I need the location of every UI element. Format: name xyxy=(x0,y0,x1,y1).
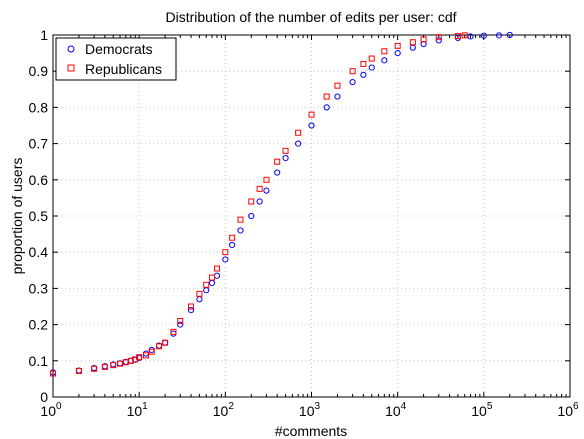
data-point-republicans xyxy=(170,328,177,335)
data-point-democrats xyxy=(282,154,289,162)
data-point-republicans xyxy=(409,39,416,46)
y-tick-labels: 0 0.1 0.2 0.3 0.4 0.5 0.6 0.7 0.8 0.9 1 xyxy=(29,27,49,405)
data-point-republicans xyxy=(349,68,356,75)
data-point-republicans xyxy=(435,34,442,41)
axis-ticks xyxy=(52,34,571,398)
y-tick-label: 0.1 xyxy=(29,353,49,369)
data-point-republicans xyxy=(295,129,302,136)
x-tick-label: 106 xyxy=(557,401,579,419)
data-point-democrats xyxy=(495,32,503,39)
data-point-republicans xyxy=(203,281,210,288)
data-point-republicans xyxy=(420,36,427,43)
x-tick-labels: 100 101 102 103 104 105 106 xyxy=(40,401,579,419)
data-point-republicans xyxy=(282,147,289,154)
y-tick-label: 0.4 xyxy=(29,244,49,260)
data-point-democrats xyxy=(334,93,341,100)
x-tick-label: 103 xyxy=(299,401,321,419)
data-point-democrats xyxy=(237,227,244,234)
data-point-democrats xyxy=(308,122,315,129)
legend-marker-democrats xyxy=(67,45,75,53)
data-point-republicans xyxy=(454,33,461,40)
data-point-democrats xyxy=(467,33,474,40)
data-point-republicans xyxy=(222,249,229,256)
data-point-democrats xyxy=(323,104,330,111)
x-axis-label: #comments xyxy=(275,423,347,439)
data-point-republicans xyxy=(381,48,388,55)
data-point-democrats xyxy=(256,198,263,205)
data-point-democrats xyxy=(349,78,356,86)
legend-label-democrats: Democrats xyxy=(85,41,153,57)
data-point-republicans xyxy=(323,93,330,100)
data-point-democrats xyxy=(360,71,367,78)
data-point-republicans xyxy=(50,370,56,377)
data-point-democrats xyxy=(368,64,375,71)
data-point-democrats xyxy=(435,37,442,44)
data-point-democrats xyxy=(222,256,229,263)
data-point-republicans xyxy=(248,198,255,205)
x-tick-label: 100 xyxy=(40,401,62,419)
data-point-republicans xyxy=(394,42,401,49)
y-tick-label: 0.2 xyxy=(29,317,49,333)
data-points xyxy=(49,31,513,377)
data-point-democrats xyxy=(177,321,184,328)
grid xyxy=(53,35,570,397)
y-tick-label: 1 xyxy=(40,27,48,43)
data-point-democrats xyxy=(187,307,195,314)
data-point-democrats xyxy=(274,169,281,176)
data-point-republicans xyxy=(274,158,281,165)
data-point-republicans xyxy=(263,176,270,183)
y-tick-label: 0.6 xyxy=(29,172,49,188)
y-tick-label: 0.7 xyxy=(29,136,49,152)
data-point-republicans xyxy=(136,354,143,361)
y-tick-label: 0.3 xyxy=(29,280,49,296)
x-tick-label: 102 xyxy=(213,401,235,419)
data-point-republicans xyxy=(110,362,117,369)
data-point-republicans xyxy=(162,339,169,346)
legend-box xyxy=(55,37,177,81)
data-point-republicans xyxy=(101,363,108,370)
y-tick-label: 0.9 xyxy=(29,63,49,79)
data-point-republicans xyxy=(256,185,263,192)
data-point-democrats xyxy=(381,57,388,64)
data-point-republicans xyxy=(188,303,195,310)
legend-marker-republicans xyxy=(67,64,75,72)
data-point-democrats xyxy=(394,50,401,57)
data-point-republicans xyxy=(177,317,184,324)
data-point-republicans xyxy=(196,290,203,297)
data-point-republicans xyxy=(334,82,341,89)
data-point-republicans xyxy=(91,365,98,372)
data-point-republicans xyxy=(213,265,220,272)
data-point-republicans xyxy=(148,348,155,355)
chart-title: Distribution of the number of edits per … xyxy=(165,9,456,25)
data-point-democrats xyxy=(480,32,487,39)
data-point-democrats xyxy=(229,241,236,249)
data-point-republicans xyxy=(208,274,215,281)
data-point-republicans xyxy=(237,216,244,223)
data-point-democrats xyxy=(263,187,270,194)
legend: Democrats Republicans xyxy=(55,37,177,81)
y-tick-label: 0.5 xyxy=(29,208,49,224)
data-point-republicans xyxy=(229,234,236,241)
data-point-republicans xyxy=(461,32,468,39)
data-point-democrats xyxy=(295,140,302,147)
data-point-republicans xyxy=(368,55,375,62)
y-tick-label: 0 xyxy=(40,389,48,405)
data-point-republicans xyxy=(117,360,124,367)
y-axis-label: proportion of users xyxy=(9,158,25,275)
data-point-republicans xyxy=(360,60,367,67)
y-tick-label: 0.8 xyxy=(29,99,49,115)
legend-label-republicans: Republicans xyxy=(85,61,162,77)
data-point-republicans xyxy=(75,367,82,374)
data-point-republicans xyxy=(308,111,315,118)
x-tick-label: 104 xyxy=(385,401,407,419)
x-tick-label: 101 xyxy=(127,401,149,419)
data-point-democrats xyxy=(506,31,513,39)
data-point-democrats xyxy=(248,212,255,220)
data-point-republicans xyxy=(142,352,149,359)
x-tick-label: 105 xyxy=(471,401,493,419)
data-point-republicans xyxy=(156,343,163,350)
data-point-republicans xyxy=(127,357,134,364)
